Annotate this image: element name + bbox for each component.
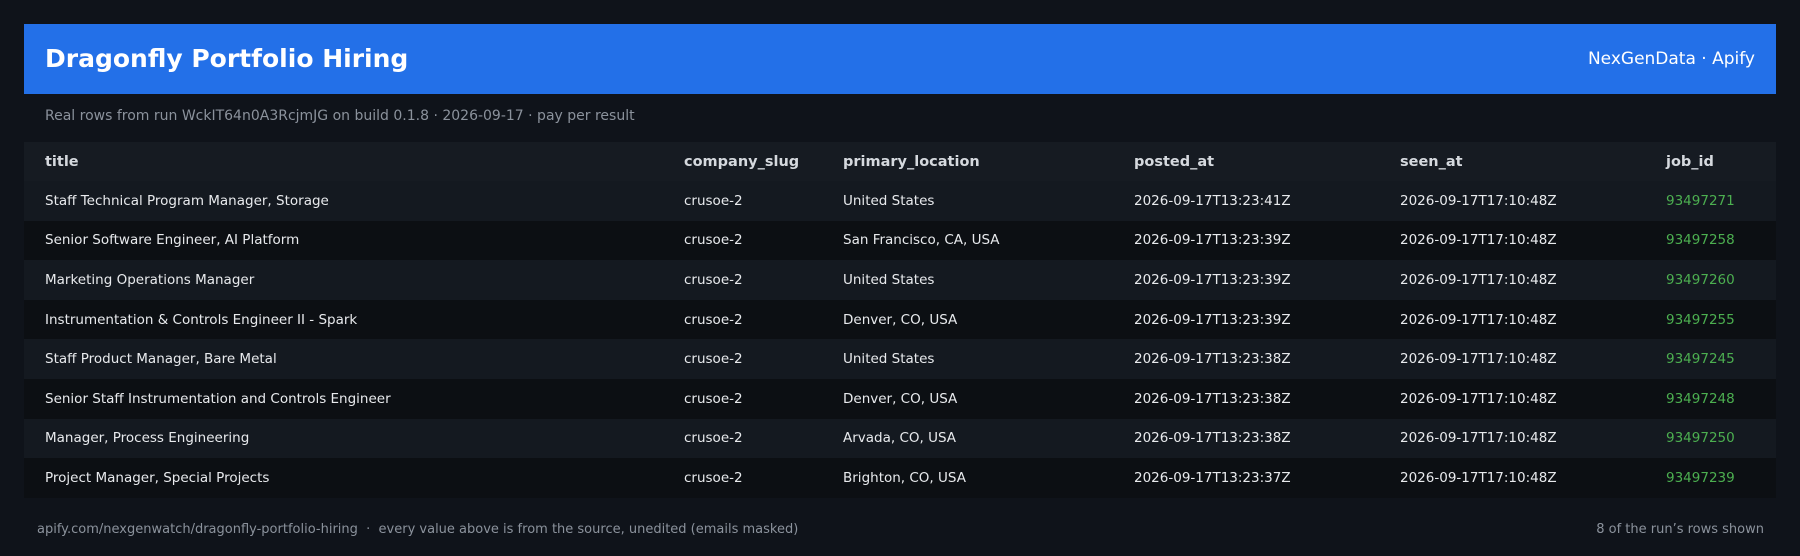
table-row: Staff Technical Program Manager, Storage… [24, 181, 1776, 221]
table-cell: 2026-09-17T17:10:48Z [1400, 418, 1666, 459]
table-cell: 2026-09-17T13:23:39Z [1134, 260, 1400, 300]
column-header: seen_at [1400, 142, 1666, 181]
table-cell: 2026-09-17T13:23:41Z [1134, 181, 1400, 221]
column-header: job_id [1666, 142, 1776, 181]
table-cell: San Francisco, CA, USA [843, 220, 1134, 261]
table-cell: crusoe-2 [684, 181, 843, 221]
header-row: title company_slug primary_location posted_… [24, 142, 1776, 181]
footer-source: apify.com/nexgenwatch/dragonfly-portfoli… [37, 522, 799, 537]
column-header: title [24, 142, 684, 181]
table-cell: 2026-09-17T17:10:48Z [1400, 260, 1666, 300]
table-row: Manager, Process Engineering crusoe-2 Arva… [24, 418, 1776, 459]
table-cell: 2026-09-17T13:23:39Z [1134, 299, 1400, 340]
table-row: Senior Staff Instrumentation and Control… [24, 378, 1776, 419]
table-cell: 2026-09-17T13:23:37Z [1134, 458, 1400, 498]
table-row: Marketing Operations Manager crusoe-2 Unit… [24, 260, 1776, 300]
table-cell: 2026-09-17T17:10:48Z [1400, 299, 1666, 340]
table-cell: Senior Staff Instrumentation and Control… [24, 378, 684, 419]
table-cell: 2026-09-17T13:23:38Z [1134, 378, 1400, 419]
table-cell: 2026-09-17T17:10:48Z [1400, 378, 1666, 419]
table-cell: 93497250 [1666, 418, 1776, 459]
table-cell: 2026-09-17T17:10:48Z [1400, 220, 1666, 261]
table-cell: Staff Technical Program Manager, Storage [24, 181, 684, 221]
table-cell: Staff Product Manager, Bare Metal [24, 339, 684, 379]
table-row: Instrumentation & Controls Engineer II -… [24, 299, 1776, 340]
table-cell: Instrumentation & Controls Engineer II -… [24, 299, 684, 340]
table-cell: 93497245 [1666, 339, 1776, 379]
table-cell: United States [843, 181, 1134, 221]
page-title: Dragonfly Portfolio Hiring [45, 44, 409, 73]
footer-count: 8 of the run’s rows shown [1596, 522, 1764, 537]
table-cell: 2026-09-17T13:23:38Z [1134, 339, 1400, 379]
table-cell: 2026-09-17T17:10:48Z [1400, 458, 1666, 498]
data-table: title company_slug primary_location posted_… [24, 142, 1776, 498]
table-cell: Brighton, CO, USA [843, 458, 1134, 498]
table-cell: 93497260 [1666, 260, 1776, 300]
table-cell: 93497248 [1666, 378, 1776, 419]
table-cell: Project Manager, Special Projects [24, 458, 684, 498]
table-row: Senior Software Engineer, AI Platform cru… [24, 220, 1776, 261]
table-cell: Marketing Operations Manager [24, 260, 684, 300]
column-header: posted_at [1134, 142, 1400, 181]
table-cell: United States [843, 260, 1134, 300]
table-cell: crusoe-2 [684, 418, 843, 459]
table-cell: 93497239 [1666, 458, 1776, 498]
column-header: primary_location [843, 142, 1134, 181]
table-cell: 2026-09-17T13:23:38Z [1134, 418, 1400, 459]
table-cell: crusoe-2 [684, 339, 843, 379]
table-row: Staff Product Manager, Bare Metal crusoe-… [24, 339, 1776, 379]
table-cell: crusoe-2 [684, 378, 843, 419]
table-cell: Arvada, CO, USA [843, 418, 1134, 459]
table-cell: 2026-09-17T17:10:48Z [1400, 339, 1666, 379]
table-cell: crusoe-2 [684, 220, 843, 261]
table-cell: crusoe-2 [684, 458, 843, 498]
column-header: company_slug [684, 142, 843, 181]
table-cell: Manager, Process Engineering [24, 418, 684, 459]
table-cell: Senior Software Engineer, AI Platform [24, 220, 684, 261]
table-cell: 93497271 [1666, 181, 1776, 221]
table-cell: Denver, CO, USA [843, 378, 1134, 419]
table-cell: crusoe-2 [684, 299, 843, 340]
table-cell: 93497258 [1666, 220, 1776, 261]
table-row: Project Manager, Special Projects crusoe-… [24, 458, 1776, 498]
table-cell: 93497255 [1666, 299, 1776, 340]
table-cell: 2026-09-17T13:23:39Z [1134, 220, 1400, 261]
table-cell: crusoe-2 [684, 260, 843, 300]
brand: NexGenData · Apify [1587, 49, 1755, 69]
table-cell: United States [843, 339, 1134, 379]
table-cell: Denver, CO, USA [843, 299, 1134, 340]
header-bar: Dragonfly Portfolio Hiring NexGenData · … [24, 24, 1776, 94]
subtitle: Real rows from run WckIT64n0A3RcjmJG on … [45, 108, 635, 124]
table-cell: 2026-09-17T17:10:48Z [1400, 181, 1666, 221]
